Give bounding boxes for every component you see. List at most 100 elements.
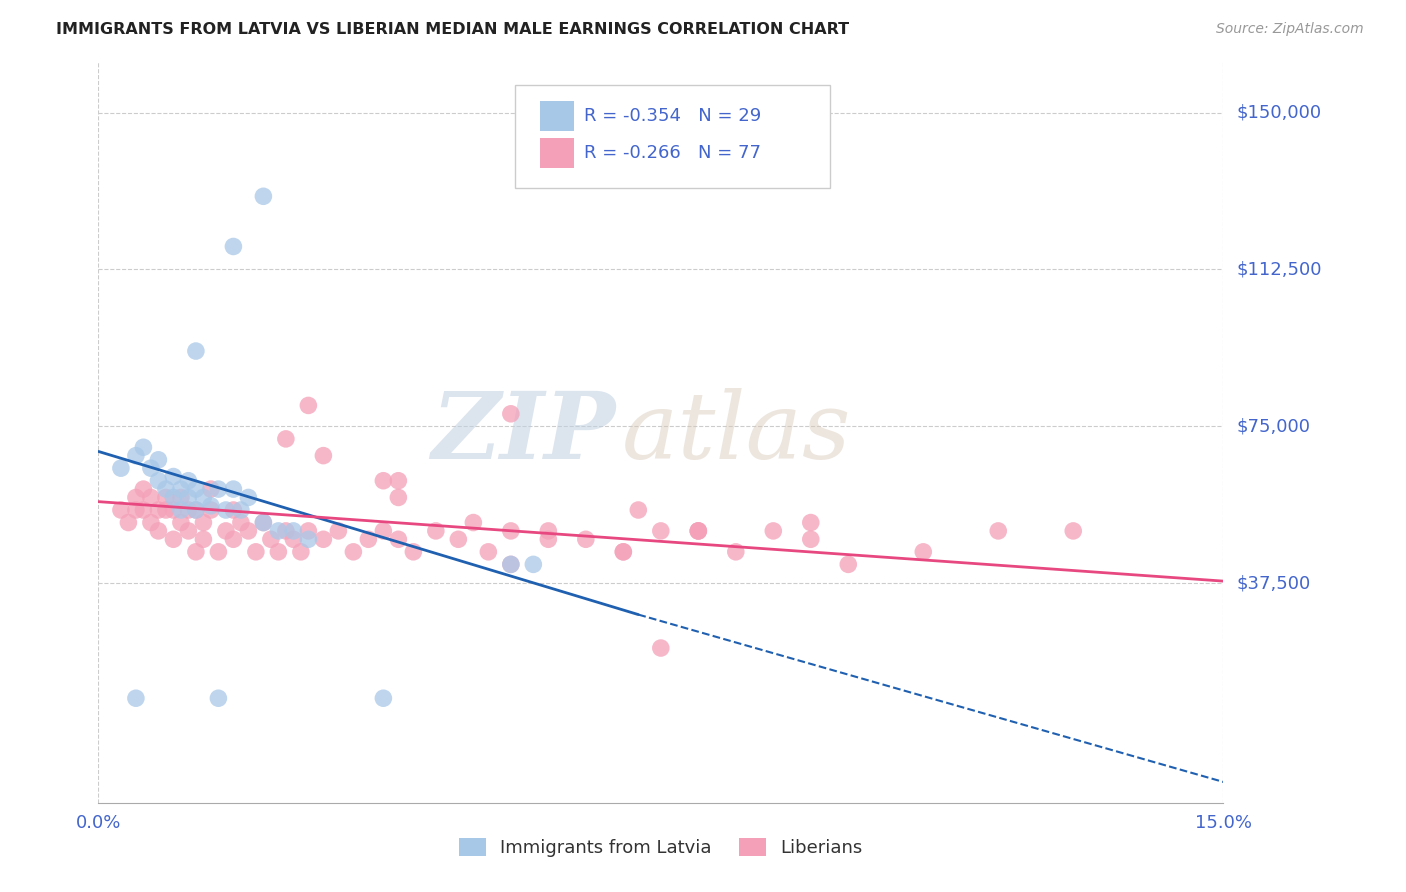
- Point: [162, 491, 184, 505]
- Text: Source: ZipAtlas.com: Source: ZipAtlas.com: [1216, 22, 1364, 37]
- Point: [238, 491, 260, 505]
- Point: [387, 533, 409, 547]
- Bar: [540, 101, 574, 130]
- Point: [274, 432, 297, 446]
- Point: [193, 516, 215, 530]
- Point: [177, 503, 200, 517]
- Point: [274, 524, 297, 538]
- Point: [688, 524, 710, 538]
- Point: [328, 524, 350, 538]
- Point: [800, 516, 823, 530]
- Point: [290, 545, 312, 559]
- Point: [222, 533, 245, 547]
- Point: [170, 482, 193, 496]
- Point: [283, 533, 305, 547]
- Point: [357, 533, 380, 547]
- Point: [207, 482, 229, 496]
- Point: [297, 533, 319, 547]
- Point: [477, 545, 499, 559]
- Point: [800, 533, 823, 547]
- Point: [162, 503, 184, 517]
- Point: [110, 461, 132, 475]
- Point: [200, 503, 222, 517]
- Point: [252, 516, 274, 530]
- Point: [207, 691, 229, 706]
- Point: [162, 533, 184, 547]
- Point: [312, 533, 335, 547]
- Point: [229, 516, 252, 530]
- Point: [297, 399, 319, 413]
- Point: [193, 533, 215, 547]
- Point: [139, 516, 162, 530]
- Point: [612, 545, 634, 559]
- Point: [245, 545, 267, 559]
- Point: [170, 491, 193, 505]
- Point: [724, 545, 747, 559]
- Point: [200, 482, 222, 496]
- Point: [207, 545, 229, 559]
- Point: [184, 482, 207, 496]
- Point: [575, 533, 598, 547]
- Point: [499, 524, 522, 538]
- Point: [373, 474, 395, 488]
- Point: [184, 344, 207, 359]
- Text: R = -0.266   N = 77: R = -0.266 N = 77: [585, 144, 761, 161]
- Point: [267, 545, 290, 559]
- Point: [688, 524, 710, 538]
- Point: [688, 524, 710, 538]
- Point: [125, 691, 148, 706]
- Point: [387, 491, 409, 505]
- Point: [155, 482, 177, 496]
- Text: atlas: atlas: [621, 388, 851, 477]
- Legend: Immigrants from Latvia, Liberians: Immigrants from Latvia, Liberians: [451, 830, 870, 864]
- Point: [177, 491, 200, 505]
- Point: [1062, 524, 1084, 538]
- Point: [215, 524, 238, 538]
- Point: [139, 491, 162, 505]
- Point: [193, 491, 215, 505]
- Point: [499, 558, 522, 572]
- Point: [184, 503, 207, 517]
- Text: $75,000: $75,000: [1237, 417, 1310, 435]
- Point: [837, 558, 859, 572]
- Point: [110, 503, 132, 517]
- Point: [627, 503, 650, 517]
- Point: [252, 516, 274, 530]
- Point: [373, 691, 395, 706]
- Point: [499, 407, 522, 421]
- Point: [537, 533, 560, 547]
- Point: [170, 516, 193, 530]
- Point: [650, 524, 672, 538]
- Text: IMMIGRANTS FROM LATVIA VS LIBERIAN MEDIAN MALE EARNINGS CORRELATION CHART: IMMIGRANTS FROM LATVIA VS LIBERIAN MEDIA…: [56, 22, 849, 37]
- Point: [177, 474, 200, 488]
- Point: [222, 503, 245, 517]
- Point: [463, 516, 485, 530]
- Point: [177, 524, 200, 538]
- Point: [184, 503, 207, 517]
- Point: [650, 640, 672, 655]
- Point: [155, 503, 177, 517]
- Point: [373, 524, 395, 538]
- Point: [148, 503, 170, 517]
- Point: [148, 524, 170, 538]
- Point: [387, 474, 409, 488]
- Text: $112,500: $112,500: [1237, 260, 1322, 278]
- Point: [148, 452, 170, 467]
- Point: [402, 545, 425, 559]
- Point: [155, 491, 177, 505]
- Point: [170, 503, 193, 517]
- Point: [125, 491, 148, 505]
- Text: $150,000: $150,000: [1237, 103, 1322, 121]
- Point: [238, 524, 260, 538]
- Point: [117, 516, 139, 530]
- Text: R = -0.354   N = 29: R = -0.354 N = 29: [585, 107, 762, 125]
- Point: [297, 524, 319, 538]
- Point: [229, 503, 252, 517]
- Text: $37,500: $37,500: [1237, 574, 1310, 592]
- Point: [312, 449, 335, 463]
- Point: [132, 503, 155, 517]
- Point: [499, 558, 522, 572]
- Point: [342, 545, 364, 559]
- Text: ZIP: ZIP: [432, 388, 616, 477]
- Point: [537, 524, 560, 538]
